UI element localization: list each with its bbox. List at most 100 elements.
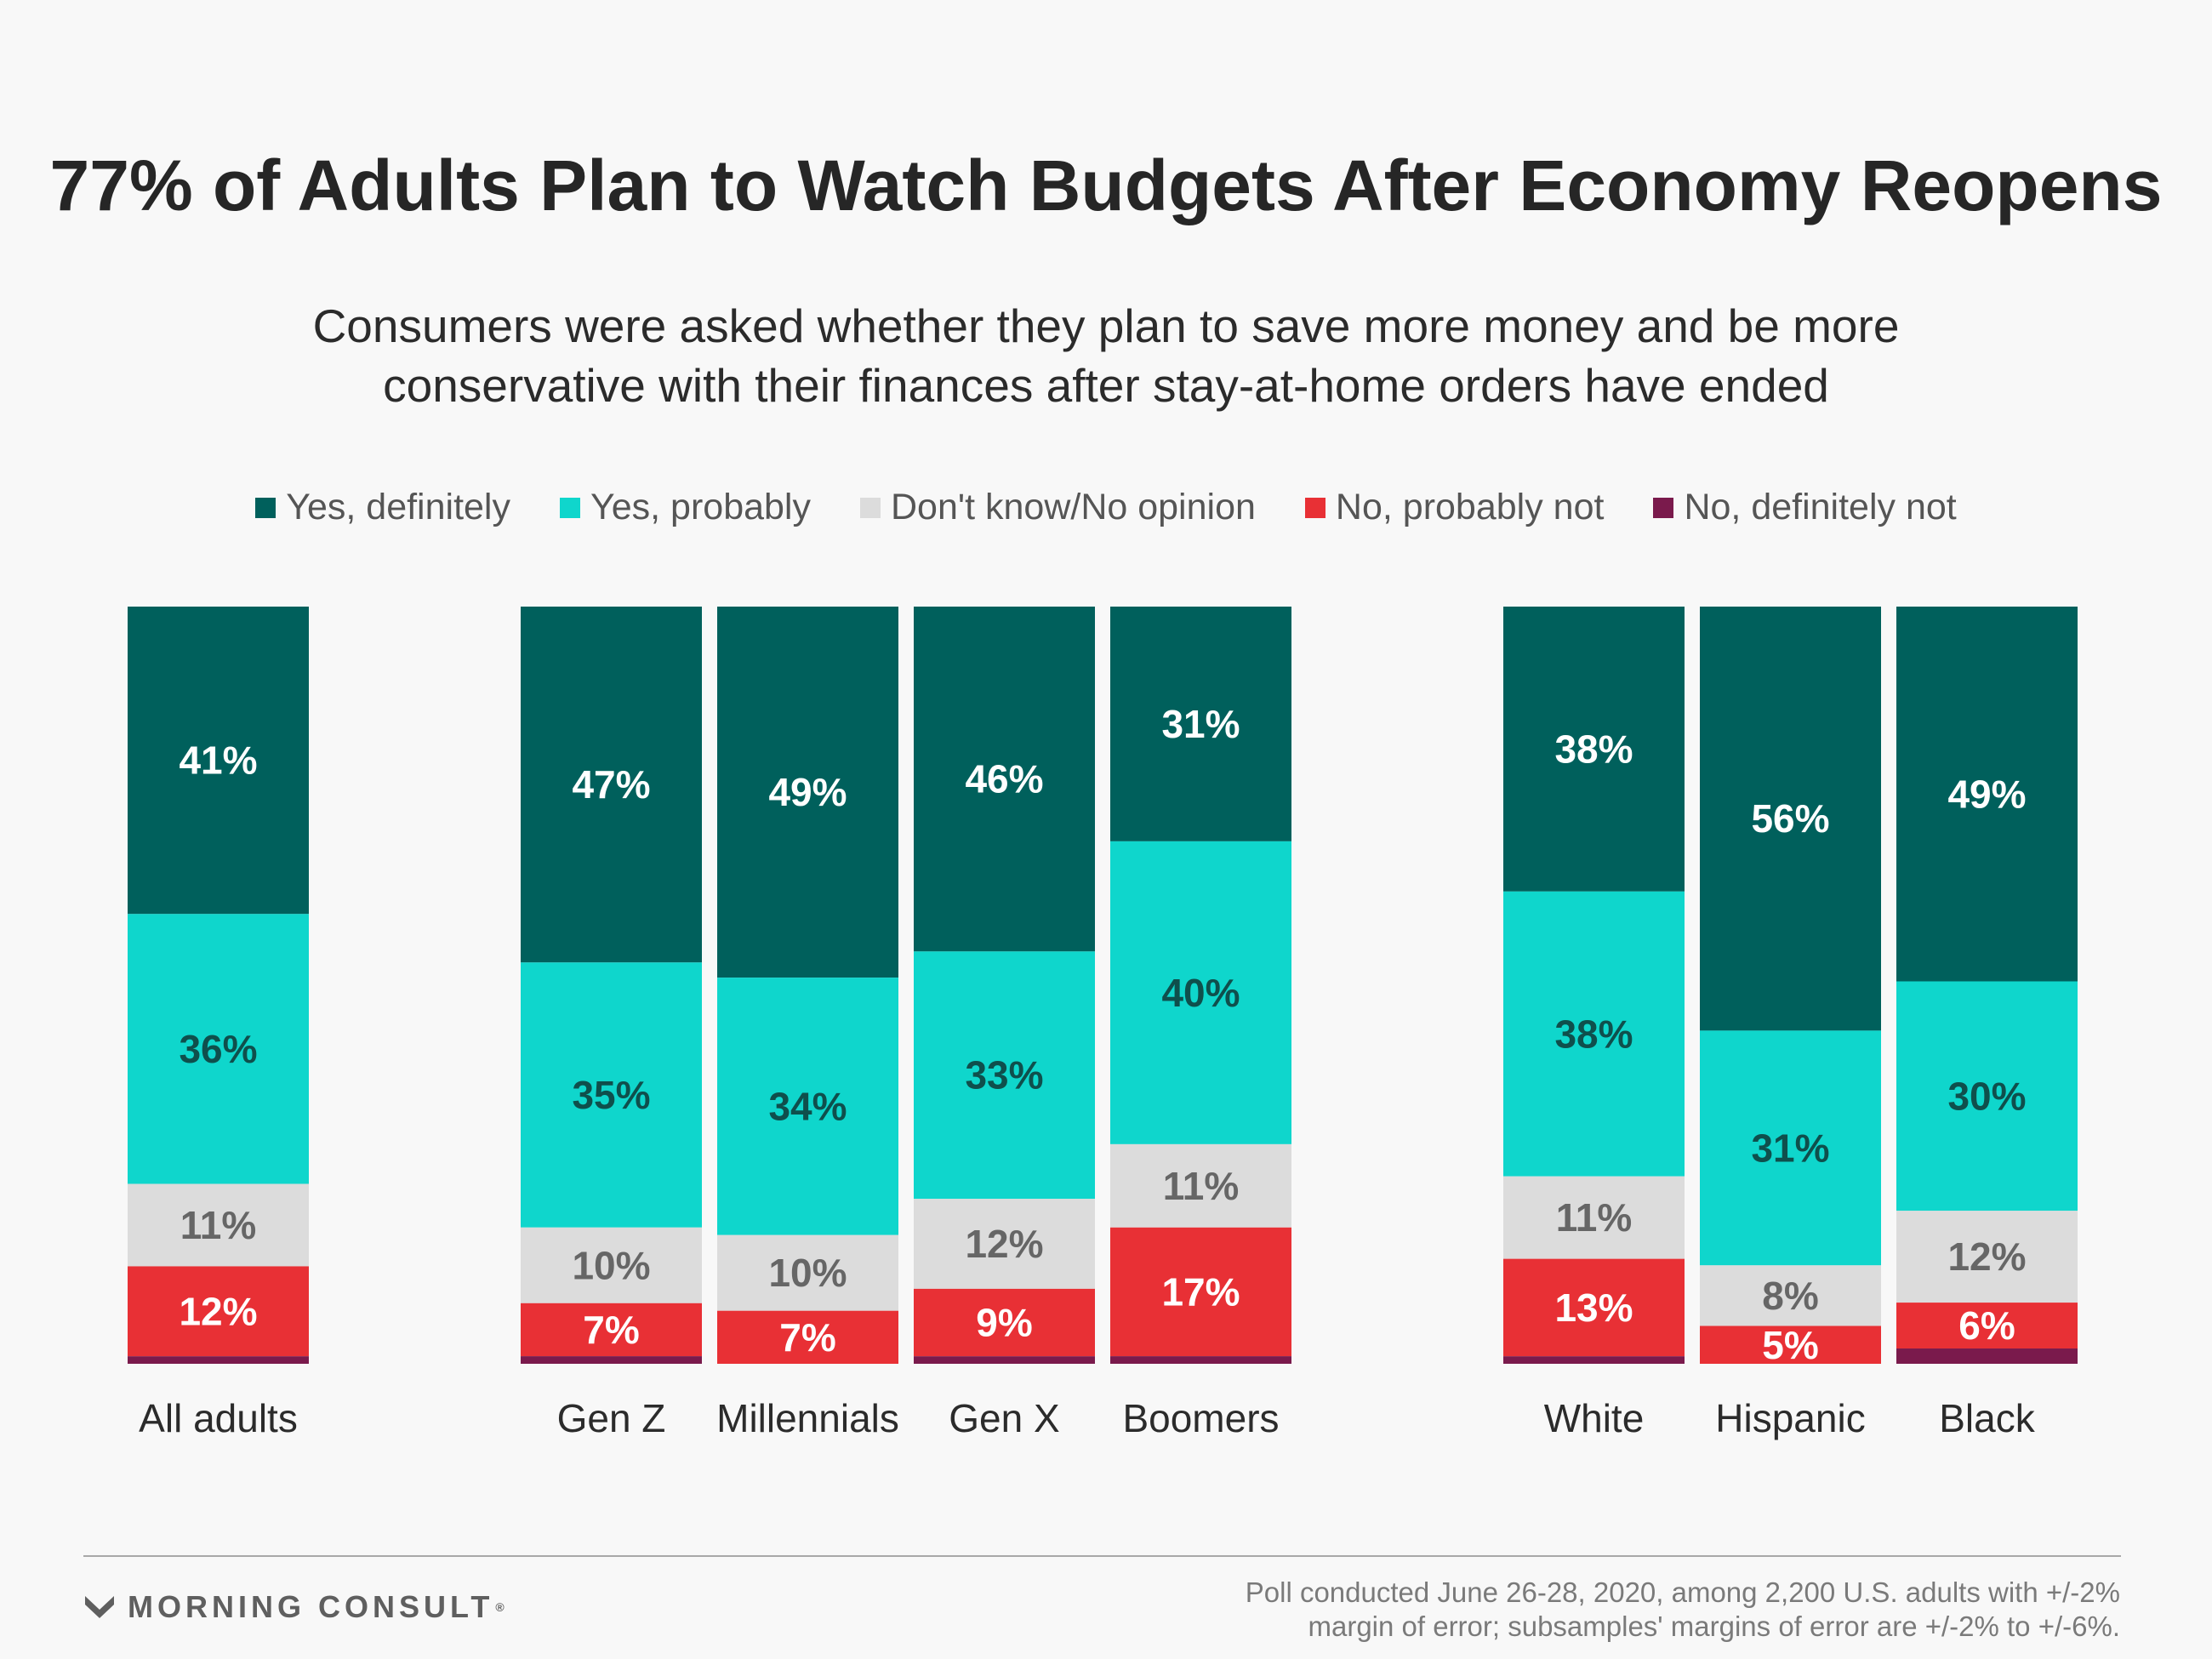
- legend-item-yes-probably: Yes, probably: [560, 487, 811, 528]
- legend-item-no-definitely-not: No, definitely not: [1653, 487, 1957, 528]
- data-label: 6%: [1958, 1303, 2015, 1348]
- bar-black: 49% 30% 12% 6%: [1896, 607, 2078, 1364]
- bar-segment-no-probably-not: [1896, 1303, 2078, 1349]
- bar-segment-no-definitely-not: [1110, 1356, 1291, 1364]
- bar-segment-no-definitely-not: [1896, 1348, 2078, 1364]
- data-label: 36%: [179, 1027, 257, 1071]
- legend-swatch: [560, 497, 580, 518]
- legend-swatch: [255, 497, 276, 518]
- note-line: Poll conducted June 26-28, 2020, among 2…: [1245, 1576, 2120, 1608]
- bar-segment-no-probably-not: [1700, 1325, 1881, 1364]
- bar-gen-z: 47% 35% 10% 7%: [521, 607, 702, 1364]
- morning-consult-chevron-icon: [85, 1596, 114, 1618]
- data-label: 35%: [572, 1073, 650, 1117]
- bar-segment-yes-probably: [914, 951, 1095, 1200]
- bar-segment-no-definitely-not: [128, 1356, 309, 1364]
- bar-segment-don-t-know-no-opinion: [1896, 1211, 2078, 1303]
- bar-segment-no-definitely-not: [914, 1356, 1095, 1364]
- bar-segment-don-t-know-no-opinion: [521, 1227, 702, 1303]
- data-label: 38%: [1554, 1012, 1633, 1056]
- bar-segment-don-t-know-no-opinion: [1110, 1143, 1291, 1228]
- legend-item-no-probably-not: No, probably not: [1304, 487, 1604, 528]
- data-label: 31%: [1161, 702, 1240, 746]
- bar-segment-don-t-know-no-opinion: [717, 1234, 898, 1311]
- legend-swatch: [1653, 497, 1674, 518]
- bar-segment-yes-definitely: [1110, 607, 1291, 841]
- footer-divider: [83, 1555, 2121, 1557]
- bar-boomers: 31% 40% 11% 17%: [1110, 607, 1291, 1364]
- category-label: All adults: [139, 1396, 298, 1440]
- data-label: 41%: [179, 738, 257, 783]
- bar-segment-no-probably-not: [1110, 1227, 1291, 1357]
- bar-segment-don-t-know-no-opinion: [914, 1199, 1095, 1289]
- data-label: 12%: [179, 1289, 257, 1333]
- brand-name: MORNING CONSULT: [128, 1589, 494, 1624]
- bar-segment-yes-probably: [521, 962, 702, 1228]
- legend-label: Don't know/No opinion: [891, 487, 1256, 527]
- data-label: 13%: [1554, 1286, 1633, 1330]
- data-label: 34%: [768, 1084, 847, 1128]
- bar-gen-x: 46% 33% 12% 9%: [914, 607, 1095, 1364]
- category-label: Millennials: [716, 1396, 899, 1440]
- bar-segment-yes-probably: [1110, 841, 1291, 1144]
- chart-title: 77% of Adults Plan to Watch Budgets Afte…: [49, 145, 2163, 225]
- category-label: Gen Z: [557, 1396, 666, 1440]
- category-label: Black: [1939, 1396, 2035, 1440]
- note-line: margin of error; subsamples' margins of …: [1308, 1611, 2120, 1642]
- data-label: 7%: [779, 1315, 835, 1360]
- bar-hispanic: 56% 31% 8% 5%: [1700, 607, 1881, 1367]
- legend-label: Yes, probably: [590, 487, 811, 527]
- bar-millennials: 49% 34% 10% 7%: [717, 607, 898, 1364]
- data-label: 11%: [180, 1203, 257, 1247]
- data-label: 11%: [1556, 1195, 1633, 1240]
- bar-segment-no-definitely-not: [1503, 1356, 1685, 1364]
- bar-segment-yes-probably: [1700, 1030, 1881, 1266]
- bar-segment-yes-probably: [717, 978, 898, 1235]
- legend-label: Yes, definitely: [286, 487, 510, 527]
- data-label: 9%: [976, 1301, 1032, 1345]
- bar-segment-yes-definitely: [1700, 607, 1881, 1031]
- bar-white: 38% 38% 11% 13%: [1503, 607, 1685, 1364]
- data-label: 31%: [1751, 1126, 1829, 1170]
- data-label: 12%: [1947, 1234, 2026, 1279]
- data-label: 47%: [572, 762, 650, 807]
- bar-segment-yes-definitely: [914, 607, 1095, 952]
- legend-item-yes-definitely: Yes, definitely: [255, 487, 510, 528]
- bar-segment-no-probably-not: [521, 1303, 702, 1357]
- data-label: 11%: [1163, 1164, 1240, 1208]
- registered-mark: ®: [495, 1600, 505, 1614]
- bar-segment-yes-definitely: [1896, 607, 2078, 982]
- data-label: 10%: [768, 1251, 847, 1295]
- bar-segment-no-definitely-not: [521, 1356, 702, 1364]
- category-label: Hispanic: [1715, 1396, 1865, 1440]
- chart-subtitle: Consumers were asked whether they plan t…: [0, 296, 2212, 415]
- bar-segment-yes-probably: [1896, 981, 2078, 1211]
- data-label: 38%: [1554, 727, 1633, 771]
- legend-swatch: [860, 497, 881, 518]
- bar-segment-no-probably-not: [914, 1288, 1095, 1357]
- methodology-note: Poll conducted June 26-28, 2020, among 2…: [1246, 1576, 2120, 1644]
- legend-swatch: [1304, 497, 1325, 518]
- bar-segment-no-probably-not: [128, 1266, 309, 1357]
- bar-segment-yes-definitely: [128, 607, 309, 915]
- bar-segment-yes-definitely: [1503, 607, 1685, 892]
- bar-segment-no-probably-not: [717, 1310, 898, 1364]
- bar-segment-yes-probably: [1503, 891, 1685, 1177]
- bar-segment-yes-definitely: [717, 607, 898, 978]
- bar-segment-don-t-know-no-opinion: [128, 1183, 309, 1267]
- data-label: 46%: [965, 757, 1043, 801]
- data-label: 17%: [1161, 1269, 1240, 1314]
- data-label: 49%: [1947, 772, 2026, 816]
- data-label: 10%: [572, 1243, 650, 1287]
- data-label: 5%: [1762, 1323, 1818, 1367]
- bar-segment-no-probably-not: [1503, 1258, 1685, 1357]
- subtitle-line: Consumers were asked whether they plan t…: [312, 299, 1900, 352]
- data-label: 7%: [583, 1308, 639, 1352]
- chart-legend: Yes, definitely Yes, probably Don't know…: [0, 487, 2212, 528]
- legend-item-dont-know: Don't know/No opinion: [860, 487, 1256, 528]
- category-label: Boomers: [1122, 1396, 1279, 1440]
- bar-segment-yes-probably: [128, 914, 309, 1184]
- category-label: White: [1544, 1396, 1645, 1440]
- data-label: 33%: [965, 1053, 1043, 1097]
